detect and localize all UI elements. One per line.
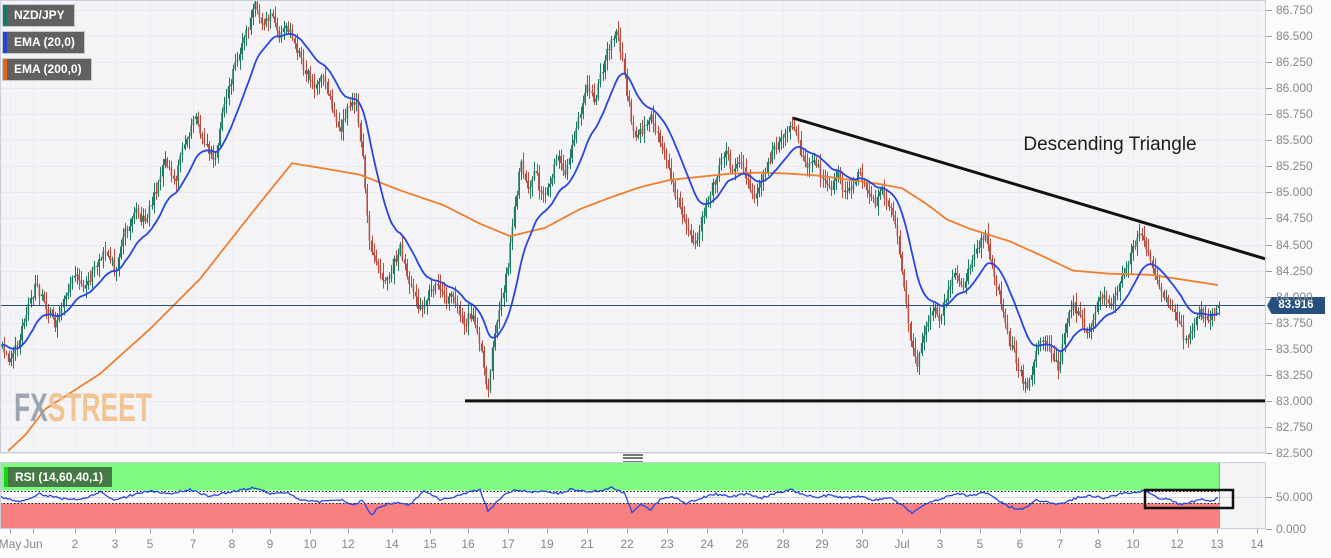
time-axis-label: 5	[976, 537, 984, 551]
time-axis-label: 12	[1170, 537, 1184, 551]
price-axis-label: 84.750	[1276, 211, 1313, 226]
symbol-accent-bar	[3, 5, 7, 26]
time-axis-label: 8	[228, 537, 236, 551]
legend-ema20[interactable]: EMA (20,0)	[3, 32, 84, 53]
time-axis-label: 19	[540, 537, 554, 551]
price-axis-label: 83.750	[1276, 315, 1313, 330]
fxstreet-logo: FXSTREET	[14, 386, 152, 431]
time-axis-label: 30	[855, 537, 869, 551]
fxstreet-logo-street: STREET	[47, 386, 152, 430]
time-axis-label: 6	[1016, 537, 1024, 551]
panel-resize-grip[interactable]	[623, 454, 643, 462]
price-axis-label: 85.500	[1276, 133, 1313, 148]
time-axis-label: 5	[146, 537, 154, 551]
time-axis-label: 10	[1126, 537, 1140, 551]
fxstreet-logo-fx: FX	[14, 386, 48, 430]
time-axis-label: 14	[385, 537, 399, 551]
last-price-badge: 83.916	[1267, 297, 1325, 314]
price-axis-label: 82.750	[1276, 419, 1313, 434]
time-axis-label: 22	[620, 537, 634, 551]
price-axis-label: 83.000	[1276, 393, 1313, 408]
time-axis-label: 28	[776, 537, 790, 551]
time-axis-label: 24	[700, 537, 714, 551]
descending-triangle-label: Descending Triangle	[1023, 134, 1197, 155]
symbol-label: NZD/JPY	[14, 8, 65, 22]
price-axis-label: 83.250	[1276, 367, 1313, 382]
time-axis-label: 7	[189, 537, 197, 551]
time-axis-label: 17	[501, 537, 515, 551]
price-axis-label: 84.250	[1276, 263, 1313, 278]
time-axis-label: 2	[71, 537, 79, 551]
time-axis-label: 21	[580, 537, 594, 551]
ema20-accent-bar	[3, 32, 7, 53]
time-axis-label: 12	[341, 537, 355, 551]
price-axis-label: 85.750	[1276, 107, 1313, 122]
time-axis-label: 26	[735, 537, 749, 551]
time-axis-label: 13	[1210, 537, 1224, 551]
rsi-accent-bar	[4, 467, 8, 487]
time-axis-label: 3	[111, 537, 119, 551]
time-axis-label: 9	[266, 537, 274, 551]
time-axis-label: May	[0, 537, 22, 551]
price-axis-label: 86.750	[1276, 3, 1313, 17]
time-axis-label: 14	[1250, 537, 1264, 551]
rsi-axis-label: 50.000	[1276, 490, 1313, 504]
ema20-label: EMA (20,0)	[14, 35, 75, 49]
price-axis-label: 85.250	[1276, 159, 1313, 174]
price-axis-label: 86.000	[1276, 81, 1313, 96]
legend-symbol[interactable]: NZD/JPY	[3, 5, 74, 26]
legend-ema200[interactable]: EMA (200,0)	[3, 59, 91, 80]
ema200-accent-bar	[3, 59, 7, 80]
price-axis-label: 83.500	[1276, 341, 1313, 356]
time-axis-label: 23	[660, 537, 674, 551]
time-axis-label: 8	[1094, 537, 1102, 551]
legend-rsi[interactable]: RSI (14,60,40,1)	[4, 467, 113, 487]
time-axis-label: 3	[936, 537, 944, 551]
time-axis-label: 29	[815, 537, 829, 551]
time-axis-label: 15	[423, 537, 437, 551]
time-axis-label: 16	[461, 537, 475, 551]
price-axis-label: 85.000	[1276, 185, 1313, 200]
price-axis-label: 86.250	[1276, 55, 1313, 70]
price-axis-label: 84.500	[1276, 237, 1313, 252]
rsi-axis-label: 0.000	[1276, 522, 1307, 536]
price-axis-label: 84.000	[1276, 289, 1313, 304]
time-axis-label: 10	[303, 537, 317, 551]
rsi-label: RSI (14,60,40,1)	[15, 470, 104, 484]
price-axis-label: 82.500	[1276, 446, 1313, 461]
ema200-label: EMA (200,0)	[14, 62, 82, 76]
time-axis-label: Jun	[23, 537, 43, 551]
time-axis-label: 7	[1056, 537, 1064, 551]
time-axis-label: Jul	[894, 537, 910, 551]
price-axis-label: 86.500	[1276, 29, 1313, 44]
